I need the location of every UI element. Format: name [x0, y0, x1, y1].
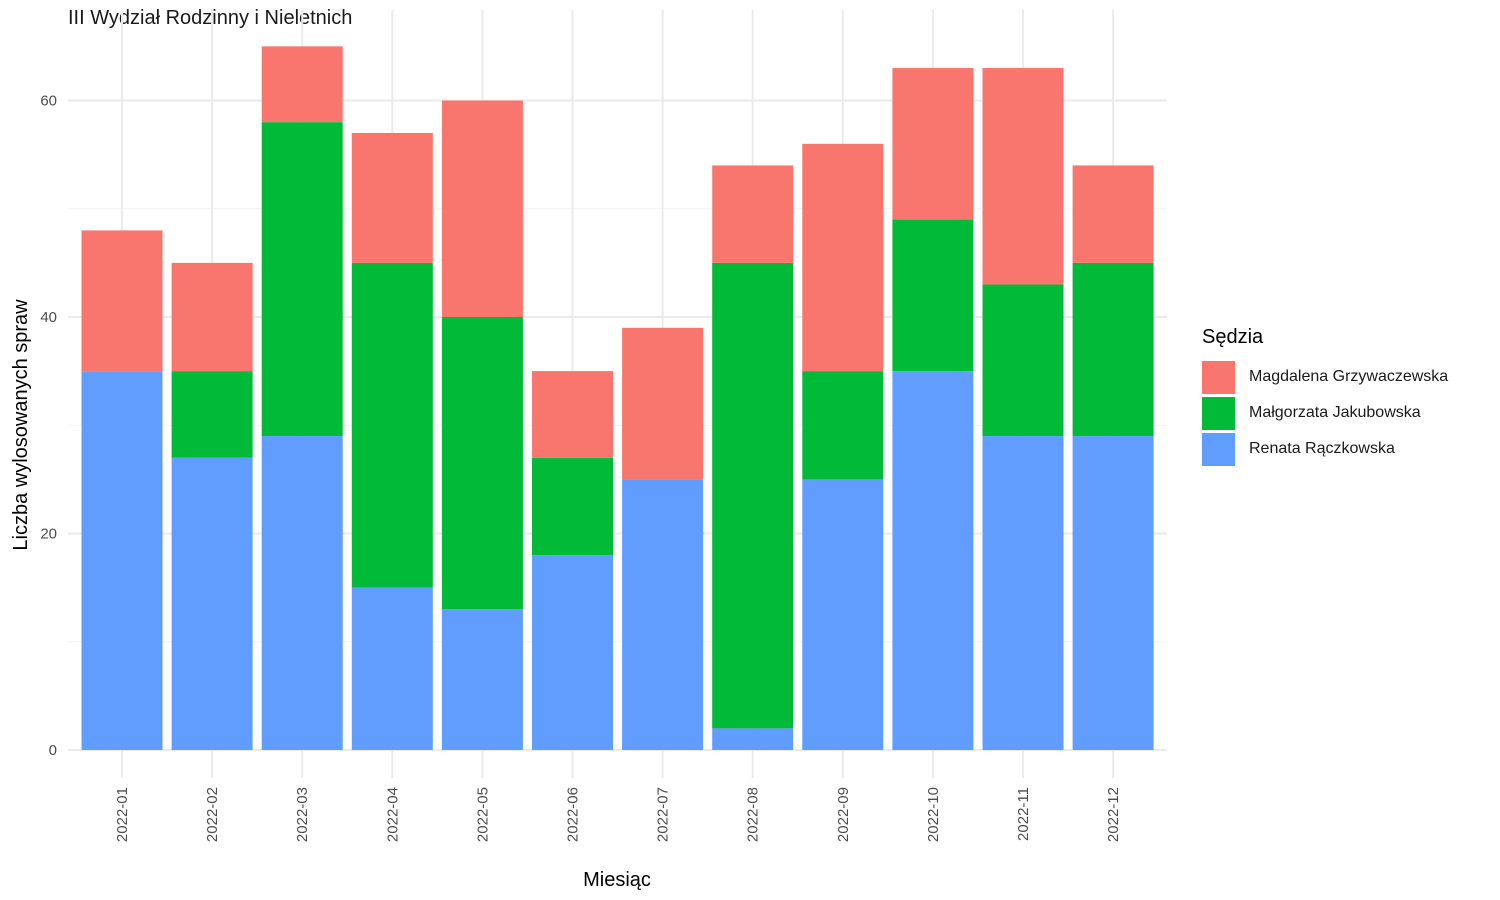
bar-segment	[622, 479, 704, 750]
x-tick-label: 2022-07	[655, 787, 672, 842]
bar-segment	[532, 555, 613, 750]
bars	[81, 46, 1154, 750]
x-tick-label: 2022-05	[474, 787, 491, 842]
y-axis-ticks: 0 20 40 60	[40, 93, 57, 760]
bar-segment	[982, 284, 1064, 437]
bar-segment	[171, 262, 253, 372]
x-tick-label: 2022-10	[925, 787, 942, 842]
bar-segment	[1072, 436, 1154, 750]
bar-segment	[1072, 262, 1154, 437]
legend-label: Renata Rączkowska	[1249, 440, 1395, 457]
legend-title: Sędzia	[1202, 326, 1264, 348]
bar-segment	[712, 262, 794, 729]
bar-segment	[261, 46, 343, 123]
legend-items: Magdalena Grzywaczewska Małgorzata Jakubo…	[1202, 359, 1448, 467]
bar-segment	[802, 479, 884, 750]
bar-segment	[892, 68, 974, 220]
legend-key	[1202, 396, 1235, 430]
bar-segment	[982, 436, 1064, 750]
legend-item: Magdalena Grzywaczewska	[1202, 359, 1448, 395]
bar-segment	[532, 457, 613, 556]
bar-segment	[351, 132, 433, 263]
bar-segment	[351, 587, 433, 750]
bar-segment	[261, 122, 343, 437]
bar-segment	[81, 230, 163, 372]
bar-segment	[802, 371, 884, 480]
legend-item: Renata Rączkowska	[1202, 431, 1448, 467]
bar-segment	[712, 165, 794, 263]
legend-label: Małgorzata Jakubowska	[1249, 404, 1421, 421]
legend-item: Małgorzata Jakubowska	[1202, 395, 1448, 431]
bar-segment	[171, 457, 253, 750]
chart-title: III Wydział Rodzinny i Nieletnich	[68, 7, 353, 29]
bar-segment	[622, 327, 704, 480]
bar-segment	[1072, 165, 1154, 263]
legend: Sędzia Magdalena Grzywaczewska Małgorzata…	[1202, 326, 1448, 467]
bar-segment	[802, 143, 884, 372]
y-tick-label: 20	[40, 526, 57, 543]
x-tick-label: 2022-04	[384, 787, 401, 842]
bar-segment	[712, 728, 794, 750]
x-tick-label: 2022-03	[294, 787, 311, 842]
x-axis-title: Miesiąc	[583, 869, 651, 891]
bar-segment	[261, 436, 343, 750]
y-tick-label: 0	[49, 742, 57, 759]
bar-segment	[441, 609, 523, 750]
bar-segment	[982, 68, 1064, 285]
legend-label: Magdalena Grzywaczewska	[1249, 368, 1449, 385]
x-tick-label: 2022-08	[745, 787, 762, 842]
bar-segment	[351, 262, 433, 588]
bar-segment	[441, 317, 523, 610]
legend-key	[1202, 360, 1235, 394]
bar-segment	[532, 371, 613, 458]
bar-segment	[81, 371, 163, 750]
bar-segment	[892, 371, 974, 750]
x-tick-label: 2022-01	[114, 787, 131, 842]
x-axis-ticks: 2022-01 2022-02 2022-03 2022-04 2022-05 2022-…	[114, 787, 1122, 842]
bar-segment	[892, 219, 974, 372]
bar-segment	[171, 371, 253, 458]
bar-segment	[441, 100, 523, 317]
x-tick-label: 2022-11	[1015, 787, 1032, 841]
x-tick-label: 2022-06	[565, 787, 582, 842]
legend-key	[1202, 432, 1235, 466]
x-tick-label: 2022-12	[1105, 787, 1122, 842]
y-tick-label: 60	[40, 93, 57, 110]
x-tick-label: 2022-02	[204, 787, 221, 842]
x-tick-label: 2022-09	[835, 787, 852, 842]
y-axis-title: Liczba wylosowanych spraw	[10, 299, 32, 551]
y-tick-label: 40	[40, 309, 57, 326]
